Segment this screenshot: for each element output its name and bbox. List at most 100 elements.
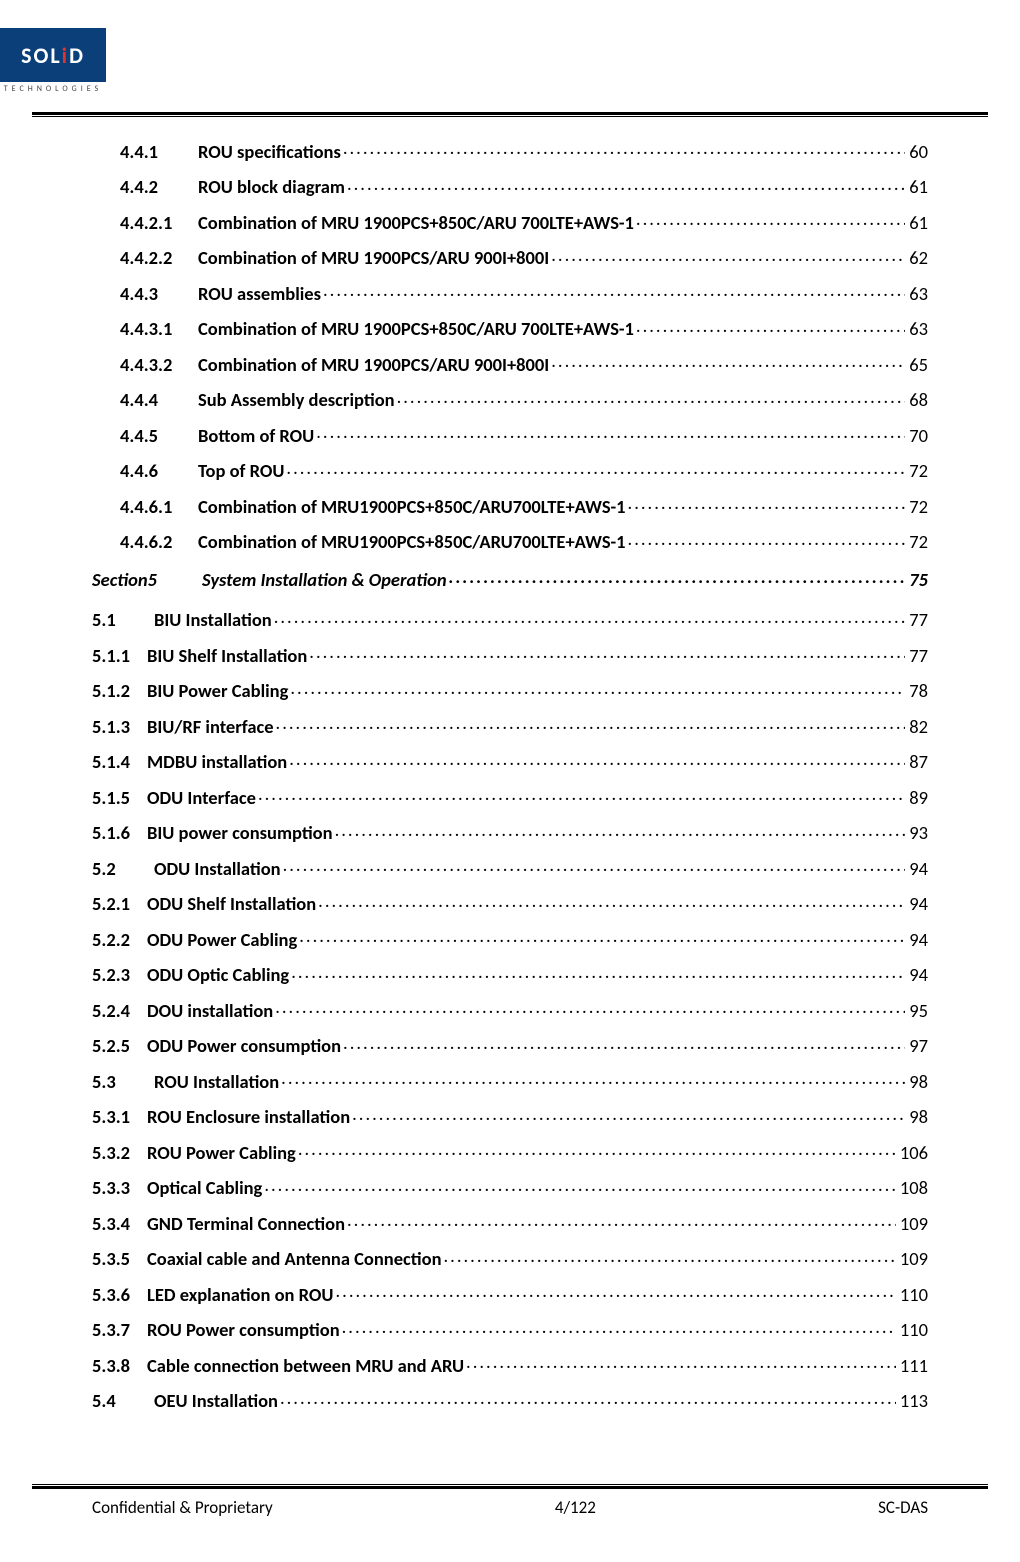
toc-row: 4.4.2.1Combination of MRU 1900PCS+850C/A… xyxy=(92,210,928,232)
toc-leader-dots xyxy=(290,679,905,698)
toc-page-number: 63 xyxy=(907,320,928,339)
toc-page-number: 98 xyxy=(907,1108,928,1127)
toc-page-number: 109 xyxy=(898,1215,928,1234)
toc-title: Combination of MRU 1900PCS+850C/ARU 700L… xyxy=(198,320,634,339)
toc-row: 4.4.3.2Combination of MRU 1900PCS/ARU 90… xyxy=(92,352,928,374)
toc-page-number: 60 xyxy=(907,143,928,162)
toc-number: 4.4.4 xyxy=(106,391,198,410)
toc-page-number: 77 xyxy=(907,647,928,666)
toc-leader-dots xyxy=(636,317,905,336)
toc-leader-dots xyxy=(299,927,905,946)
toc-leader-dots xyxy=(449,568,906,587)
toc-leader-dots xyxy=(347,1211,896,1230)
toc-number: 4.4.3.2 xyxy=(106,356,198,375)
toc-number: 5.3.8 xyxy=(92,1357,147,1376)
toc-number: 5.2.5 xyxy=(92,1037,147,1056)
toc-title: ODU Installation xyxy=(154,860,281,879)
toc-leader-dots xyxy=(628,494,906,513)
toc-page-number: 110 xyxy=(898,1286,928,1305)
toc-title: Coaxial cable and Antenna Connection xyxy=(147,1250,442,1269)
toc-page-number: 94 xyxy=(907,895,928,914)
toc-title: Combination of MRU 1900PCS/ARU 900I+800I xyxy=(198,356,549,375)
toc-row: 5.2.1ODU Shelf Installation94 xyxy=(92,892,928,914)
toc-number: 5.3.1 xyxy=(92,1108,147,1127)
toc-row: 5.1.3BIU/RF interface82 xyxy=(92,714,928,736)
toc-row: 5.2.4DOU installation 95 xyxy=(92,998,928,1020)
toc-page-number: 61 xyxy=(907,178,928,197)
toc-row: 4.4.6Top of ROU72 xyxy=(92,459,928,481)
toc-title: ODU Interface xyxy=(147,789,256,808)
toc-page-number: 89 xyxy=(907,789,928,808)
toc-row: 5.1.5ODU Interface89 xyxy=(92,785,928,807)
toc-number: 4.4.2 xyxy=(106,178,198,197)
toc-title: Sub Assembly description xyxy=(198,391,395,410)
toc-row: 5.3.5Coaxial cable and Antenna Connectio… xyxy=(92,1247,928,1269)
toc-page-number: 68 xyxy=(907,391,928,410)
toc-leader-dots xyxy=(551,246,905,265)
toc-leader-dots xyxy=(551,352,905,371)
toc-row: 5.3.8Cable connection between MRU and AR… xyxy=(92,1353,928,1375)
toc-leader-dots xyxy=(342,1318,896,1337)
toc-row: 4.4.5Bottom of ROU70 xyxy=(92,423,928,445)
toc-number: 5.3.3 xyxy=(92,1179,147,1198)
toc-row: 5.1.6BIU power consumption93 xyxy=(92,821,928,843)
toc-leader-dots xyxy=(291,963,905,982)
toc-row: 4.4.2.2Combination of MRU 1900PCS/ARU 90… xyxy=(92,246,928,268)
toc-row: 5.1.4MDBU installation87 xyxy=(92,750,928,772)
toc-leader-dots xyxy=(289,750,905,769)
toc-number: 5.3.5 xyxy=(92,1250,147,1269)
toc-number: 5.4 xyxy=(92,1392,154,1411)
toc-page-number: 61 xyxy=(907,214,928,233)
toc-row: 4.4.3.1Combination of MRU 1900PCS+850C/A… xyxy=(92,317,928,339)
toc-page-number: 72 xyxy=(907,498,928,517)
toc-row: 5.3.6LED explanation on ROU110 xyxy=(92,1282,928,1304)
toc-page-number: 95 xyxy=(907,1002,928,1021)
toc-title: ODU Optic Cabling xyxy=(147,966,289,985)
toc-number: 5.1.6 xyxy=(92,824,147,843)
toc-number: 5.1.3 xyxy=(92,718,147,737)
toc-leader-dots xyxy=(343,1034,905,1053)
toc-row: 4.4.1ROU specifications60 xyxy=(92,139,928,161)
toc-row: 5.3.7ROU Power consumption110 xyxy=(92,1318,928,1340)
toc-title: ROU Power consumption xyxy=(147,1321,340,1340)
toc-page-number: 63 xyxy=(907,285,928,304)
toc-title: Combination of MRU 1900PCS+850C/ARU 700L… xyxy=(198,214,634,233)
toc-title: DOU installation xyxy=(147,1002,273,1021)
toc-leader-dots xyxy=(352,1105,905,1124)
toc-title: Combination of MRU1900PCS+850C/ARU700LTE… xyxy=(198,498,626,517)
toc-number: 4.4.6 xyxy=(106,462,198,481)
toc-leader-dots xyxy=(274,608,906,627)
toc-title: Bottom of ROU xyxy=(198,427,314,446)
toc-leader-dots xyxy=(397,388,906,407)
toc-page-number: 65 xyxy=(907,356,928,375)
toc-page-number: 98 xyxy=(907,1073,928,1092)
toc-row: 5.2.3ODU Optic Cabling94 xyxy=(92,963,928,985)
toc-leader-dots xyxy=(258,785,905,804)
toc-page-number: 106 xyxy=(898,1144,928,1163)
toc-leader-dots xyxy=(318,892,905,911)
toc-page-number: 97 xyxy=(907,1037,928,1056)
table-of-contents: 4.4.1ROU specifications604.4.2ROU block … xyxy=(92,139,928,1411)
toc-leader-dots xyxy=(283,856,906,875)
toc-title: ROU Installation xyxy=(154,1073,279,1092)
toc-page-number: 108 xyxy=(898,1179,928,1198)
footer-row: Confidential & Proprietary 4/122 SC-DAS xyxy=(92,1497,928,1518)
toc-leader-dots xyxy=(281,1069,905,1088)
toc-title: Combination of MRU1900PCS+850C/ARU700LTE… xyxy=(198,533,626,552)
toc-title: ODU Shelf Installation xyxy=(147,895,316,914)
toc-number: 5.2.4 xyxy=(92,1002,147,1021)
toc-title: BIU Shelf Installation xyxy=(147,647,307,666)
toc-row: 5.3.2ROU Power Cabling106 xyxy=(92,1140,928,1162)
toc-page-number: 75 xyxy=(907,571,928,590)
logo-text-prefix: SOL xyxy=(21,42,62,69)
footer-rule-thin xyxy=(32,1484,988,1485)
toc-number: 5.2 xyxy=(92,860,154,879)
header-rule-thin xyxy=(32,116,988,117)
toc-page-number: 87 xyxy=(907,753,928,772)
toc-row: 5.2.5ODU Power consumption97 xyxy=(92,1034,928,1056)
toc-row: 5.3.4GND Terminal Connection109 xyxy=(92,1211,928,1233)
toc-leader-dots xyxy=(276,714,906,733)
toc-number: 4.4.5 xyxy=(106,427,198,446)
toc-number: 4.4.6.2 xyxy=(106,533,198,552)
toc-row: 4.4.6.1Combination of MRU1900PCS+850C/AR… xyxy=(92,494,928,516)
